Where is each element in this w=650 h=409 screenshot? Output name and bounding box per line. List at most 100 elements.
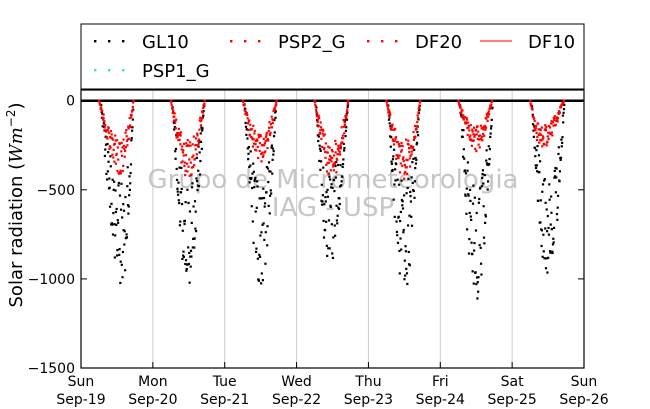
data-point — [101, 125, 104, 128]
data-point — [471, 270, 474, 273]
data-point — [192, 135, 195, 138]
data-point — [486, 188, 489, 191]
data-point — [245, 128, 249, 131]
data-point — [128, 125, 131, 129]
data-point — [117, 158, 120, 161]
data-point — [463, 169, 467, 172]
data-point — [104, 123, 107, 127]
data-point — [106, 142, 109, 146]
data-point — [322, 219, 325, 223]
data-point — [481, 176, 484, 179]
data-point — [110, 202, 113, 205]
data-point — [318, 131, 321, 135]
data-point — [390, 160, 393, 163]
data-point — [325, 191, 328, 194]
data-point — [470, 144, 473, 147]
data-point — [412, 131, 415, 134]
data-point — [556, 194, 560, 197]
data-point — [556, 218, 559, 221]
data-point — [470, 138, 473, 141]
data-point — [98, 100, 101, 104]
data-point — [264, 150, 267, 153]
data-point — [385, 99, 388, 102]
data-point — [194, 230, 198, 233]
data-point — [415, 143, 418, 146]
data-point — [392, 139, 395, 143]
data-point — [194, 210, 197, 213]
data-point — [318, 144, 321, 147]
data-point — [343, 124, 347, 127]
data-point — [549, 132, 552, 135]
data-point — [121, 146, 124, 149]
data-point — [184, 169, 187, 172]
data-point — [122, 203, 125, 206]
data-point — [559, 158, 562, 161]
data-point — [246, 117, 249, 120]
data-point — [192, 205, 195, 208]
data-point — [329, 205, 332, 209]
data-point — [313, 99, 316, 102]
data-point — [188, 210, 192, 213]
data-point — [259, 135, 262, 138]
legend-label: DF10 — [528, 32, 575, 53]
data-point — [337, 149, 340, 152]
data-point — [251, 186, 254, 190]
data-point — [393, 139, 396, 142]
data-point — [243, 104, 246, 107]
data-point — [560, 145, 563, 148]
data-point — [181, 145, 184, 148]
data-point — [418, 104, 421, 107]
data-point — [198, 128, 201, 131]
data-point — [322, 236, 326, 239]
data-point — [180, 161, 183, 164]
data-point — [460, 112, 463, 115]
data-point — [116, 169, 119, 173]
data-point — [257, 133, 260, 136]
data-point — [554, 191, 557, 194]
data-point — [539, 221, 542, 224]
data-point — [249, 150, 252, 153]
data-point — [463, 157, 466, 160]
data-point — [194, 148, 197, 151]
data-point — [550, 131, 554, 134]
data-point — [258, 255, 262, 258]
data-point — [123, 243, 126, 246]
data-point — [275, 99, 278, 102]
data-point — [461, 135, 464, 138]
data-point — [485, 112, 488, 116]
data-point — [268, 121, 271, 124]
data-point — [326, 151, 329, 154]
data-point — [563, 103, 566, 106]
data-point — [119, 281, 122, 285]
data-point — [106, 137, 109, 140]
data-point — [340, 126, 343, 129]
data-point — [255, 206, 258, 209]
data-point — [547, 226, 550, 230]
data-point — [343, 132, 346, 135]
data-point — [99, 103, 102, 106]
data-point — [480, 135, 484, 138]
data-point — [333, 224, 336, 227]
data-point — [129, 124, 132, 127]
data-point — [388, 109, 391, 112]
data-point — [271, 147, 275, 150]
data-point — [115, 254, 119, 257]
data-point — [268, 194, 272, 197]
data-point — [334, 164, 337, 168]
data-point — [128, 188, 131, 191]
data-point — [173, 115, 176, 118]
data-point — [111, 153, 114, 156]
data-point — [408, 214, 411, 217]
data-point — [201, 129, 204, 132]
data-point — [482, 128, 485, 131]
data-point — [402, 231, 405, 234]
legend-swatch — [367, 40, 370, 43]
data-point — [345, 126, 348, 129]
data-point — [118, 253, 121, 256]
data-point — [246, 137, 249, 140]
data-point — [129, 171, 132, 175]
data-point — [331, 165, 335, 168]
data-point — [335, 160, 338, 164]
data-point — [202, 110, 205, 113]
data-point — [122, 209, 126, 212]
